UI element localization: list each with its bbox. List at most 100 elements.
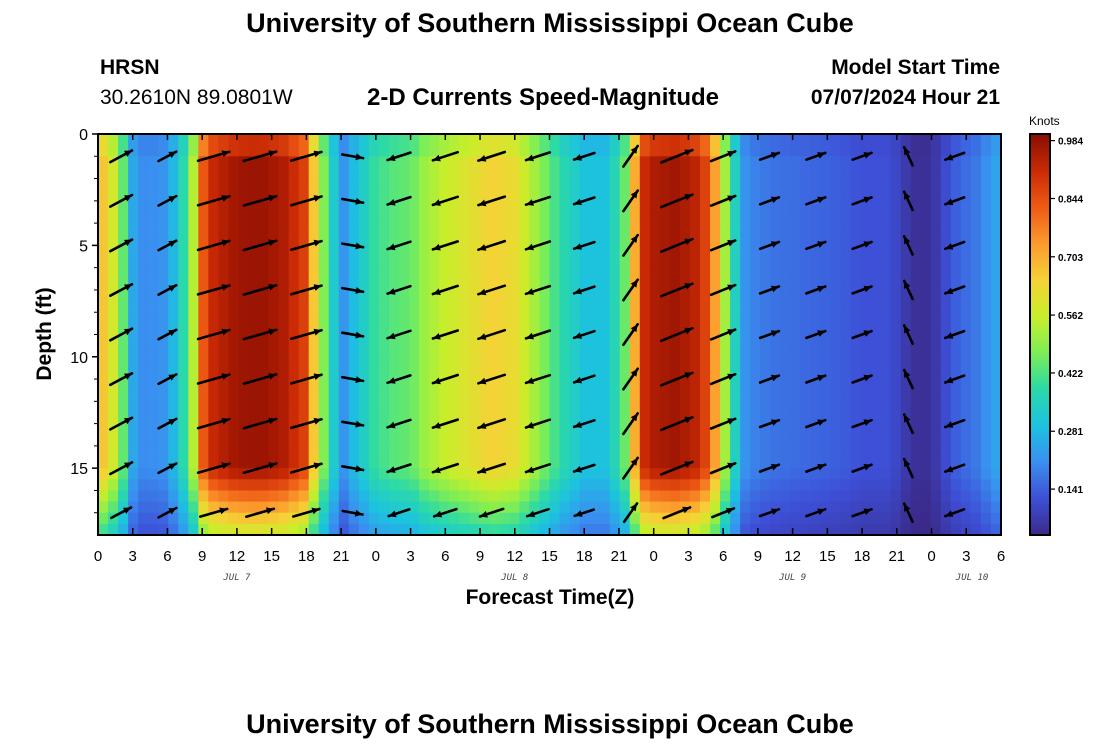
heatmap-cell bbox=[298, 256, 310, 269]
heatmap-cell bbox=[449, 523, 460, 535]
heatmap-cell bbox=[258, 223, 270, 235]
heatmap-cell bbox=[569, 423, 581, 436]
heatmap-cell bbox=[609, 479, 621, 492]
heatmap-cell bbox=[368, 189, 380, 202]
heatmap-cell bbox=[579, 211, 591, 224]
heatmap-cell bbox=[960, 345, 972, 358]
heatmap-cell bbox=[960, 412, 972, 425]
heatmap-cell bbox=[509, 490, 520, 503]
current-arrow bbox=[431, 150, 460, 162]
heatmap-cell bbox=[589, 412, 601, 425]
heatmap-cell bbox=[388, 267, 400, 280]
heatmap-cell bbox=[178, 301, 189, 313]
heatmap-cell bbox=[840, 245, 852, 258]
heatmap-cell bbox=[138, 390, 149, 402]
heatmap-cell bbox=[539, 256, 551, 269]
heatmap-cell bbox=[629, 167, 641, 180]
heatmap-cell bbox=[539, 423, 551, 436]
heatmap-cell bbox=[188, 379, 199, 391]
day-label: JUL 9 bbox=[778, 573, 806, 583]
heatmap-cell bbox=[930, 412, 942, 425]
heatmap-cell bbox=[128, 312, 139, 324]
heatmap-cell bbox=[770, 401, 781, 414]
heatmap-cell bbox=[960, 234, 972, 246]
heatmap-cell bbox=[258, 434, 270, 447]
current-arrow bbox=[289, 462, 323, 474]
heatmap-cell bbox=[178, 390, 189, 402]
heatmap-cell bbox=[659, 401, 671, 414]
heatmap-cell bbox=[248, 512, 260, 525]
heatmap-cell bbox=[539, 234, 551, 246]
heatmap-cell bbox=[439, 334, 450, 347]
heatmap-cell bbox=[549, 379, 561, 391]
heatmap-cell bbox=[138, 356, 149, 369]
heatmap-cell bbox=[368, 167, 380, 180]
heatmap-cell bbox=[860, 401, 872, 414]
heatmap-cell bbox=[940, 457, 952, 469]
heatmap-cell bbox=[449, 189, 460, 202]
heatmap-cell bbox=[108, 312, 119, 324]
heatmap-cell bbox=[940, 267, 952, 280]
heatmap-cell bbox=[970, 512, 982, 525]
heatmap-cell bbox=[629, 256, 641, 269]
heatmap-cell bbox=[820, 457, 832, 469]
heatmap-cell bbox=[589, 512, 601, 525]
current-arrow bbox=[196, 150, 231, 163]
heatmap-cell bbox=[639, 234, 651, 246]
heatmap-cell bbox=[419, 323, 430, 336]
heatmap-cell bbox=[669, 423, 681, 436]
heatmap-cell bbox=[890, 457, 902, 469]
heatmap-cell bbox=[198, 401, 209, 414]
heatmap-cell bbox=[388, 501, 400, 514]
heatmap-cell bbox=[659, 345, 671, 358]
heatmap-cell bbox=[348, 267, 360, 280]
heatmap-cell bbox=[740, 256, 751, 269]
heatmap-cell bbox=[378, 434, 390, 447]
x-tick-label: 3 bbox=[684, 548, 692, 565]
heatmap-cell bbox=[519, 445, 531, 458]
heatmap-cell bbox=[990, 512, 1001, 525]
heatmap-cell bbox=[850, 145, 862, 157]
heatmap-cell bbox=[158, 367, 169, 380]
heatmap-cell bbox=[740, 490, 751, 503]
heatmap-cell bbox=[990, 445, 1001, 458]
heatmap-cell bbox=[790, 200, 801, 213]
heatmap-cell bbox=[780, 423, 791, 436]
heatmap-cell bbox=[890, 401, 902, 414]
day-label: JUL 10 bbox=[955, 573, 989, 583]
heatmap-cell bbox=[659, 178, 671, 191]
heatmap-cell bbox=[158, 234, 169, 246]
heatmap-cell bbox=[820, 323, 832, 336]
heatmap-cell bbox=[890, 189, 902, 202]
current-arrow bbox=[432, 507, 458, 518]
heatmap-cell bbox=[900, 523, 912, 535]
heatmap-cell bbox=[539, 200, 551, 213]
heatmap-cell bbox=[208, 490, 219, 503]
heatmap-cell bbox=[218, 301, 230, 313]
x-tick-label: 6 bbox=[719, 548, 727, 565]
current-arrow bbox=[622, 189, 640, 213]
current-arrow bbox=[340, 420, 365, 428]
heatmap-cell bbox=[529, 412, 541, 425]
heatmap-cell bbox=[659, 256, 671, 269]
heatmap-cell bbox=[429, 312, 440, 324]
heatmap-cell bbox=[318, 423, 330, 436]
heatmap-cell bbox=[509, 323, 520, 336]
heatmap-cell bbox=[228, 457, 240, 469]
heatmap-cell bbox=[820, 412, 832, 425]
heatmap-cell bbox=[138, 134, 149, 146]
colorbar-tick-label: 0.281 bbox=[1058, 427, 1083, 438]
heatmap-cell bbox=[178, 178, 189, 191]
heatmap-cell bbox=[218, 256, 230, 269]
heatmap-cell bbox=[619, 223, 631, 235]
heatmap-cell bbox=[98, 301, 109, 313]
heatmap-cell bbox=[940, 468, 952, 480]
current-arrow bbox=[109, 238, 134, 253]
heatmap-cell bbox=[880, 412, 892, 425]
heatmap-cell bbox=[378, 390, 390, 402]
heatmap-cell bbox=[920, 334, 932, 347]
heatmap-cell bbox=[760, 457, 771, 469]
heatmap-cell bbox=[810, 445, 821, 458]
heatmap-cell bbox=[238, 312, 250, 324]
current-arrow bbox=[340, 331, 365, 339]
